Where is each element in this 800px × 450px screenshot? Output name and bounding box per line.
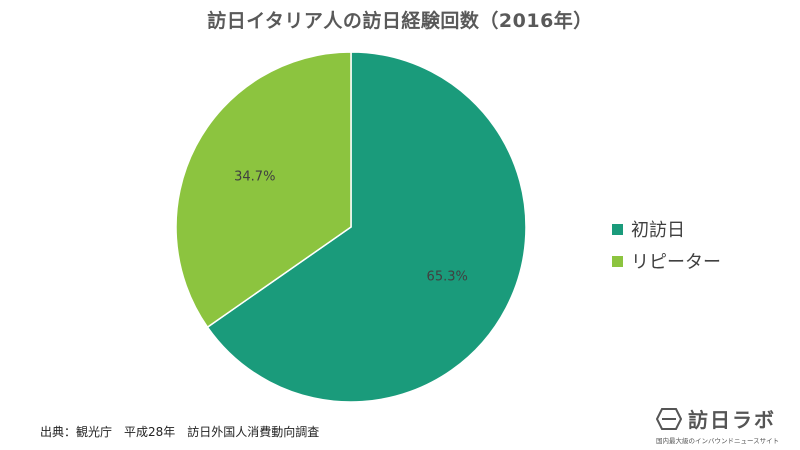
- legend-swatch-repeater: [612, 255, 623, 267]
- hexagon-logo-icon: [656, 407, 682, 430]
- legend-label-repeater: リピーター: [631, 252, 721, 273]
- legend-swatch-first-visit: [612, 223, 623, 235]
- chart-title: 訪日イタリア人の訪日経験回数（2016年）: [207, 10, 593, 32]
- brand: 訪日ラボ 国内最大級のインバウンドニュースサイト: [656, 404, 796, 448]
- legend-item-repeater: リピーター: [612, 245, 721, 277]
- pie-slice-repeater: [175, 51, 352, 329]
- pie-label-first-visit: 65.3%: [427, 270, 468, 285]
- pie-slice-first-visit: [206, 51, 527, 403]
- pie-label-repeater: 34.7%: [234, 169, 275, 184]
- source-note: 出典：観光庁 平成28年 訪日外国人消費動向調査: [40, 425, 320, 439]
- brand-tagline: 国内最大級のインバウンドニュースサイト: [656, 437, 780, 445]
- brand-name: 訪日ラボ: [688, 408, 776, 432]
- legend: 初訪日 リピーター: [612, 213, 721, 277]
- legend-label-first-visit: 初訪日: [631, 220, 685, 241]
- legend-item-first-visit: 初訪日: [612, 213, 721, 245]
